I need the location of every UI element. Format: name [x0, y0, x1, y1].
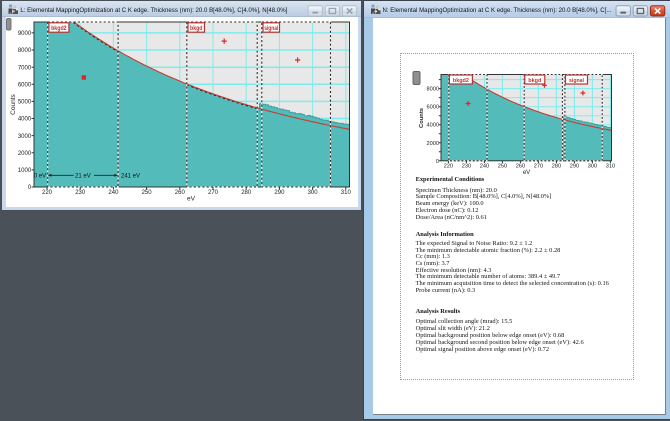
- svg-text:310: 310: [605, 164, 614, 170]
- svg-text:2000: 2000: [18, 151, 32, 157]
- svg-text:Counts: Counts: [419, 108, 425, 128]
- svg-text:bkgd: bkgd: [528, 78, 541, 84]
- svg-text:9000: 9000: [18, 31, 32, 37]
- svg-text:6000: 6000: [18, 83, 32, 89]
- svg-text:0 eV: 0 eV: [34, 174, 46, 180]
- svg-text:bkgd2: bkgd2: [452, 78, 468, 84]
- svg-text:7000: 7000: [18, 65, 32, 71]
- svg-text:220: 220: [42, 190, 53, 196]
- svg-text:290: 290: [274, 190, 285, 196]
- svg-text:21 eV: 21 eV: [75, 174, 91, 180]
- svg-text:6000: 6000: [426, 105, 438, 111]
- svg-text:signal: signal: [264, 26, 278, 32]
- svg-text:1000: 1000: [18, 168, 32, 174]
- svg-text:270: 270: [533, 164, 542, 170]
- svg-text:260: 260: [515, 164, 524, 170]
- svg-text:290: 290: [569, 164, 578, 170]
- svg-text:260: 260: [175, 190, 186, 196]
- svg-text:300: 300: [308, 190, 319, 196]
- svg-text:280: 280: [551, 164, 560, 170]
- svg-text:5000: 5000: [18, 100, 32, 106]
- svg-text:241 eV: 241 eV: [121, 174, 140, 180]
- svg-text:310: 310: [341, 190, 352, 196]
- svg-text:signal: signal: [569, 78, 584, 84]
- svg-text:230: 230: [461, 164, 470, 170]
- svg-text:230: 230: [75, 190, 86, 196]
- svg-text:280: 280: [241, 190, 252, 196]
- svg-text:300: 300: [587, 164, 596, 170]
- svg-text:4000: 4000: [18, 117, 32, 123]
- svg-text:3000: 3000: [18, 134, 32, 140]
- svg-text:8000: 8000: [426, 87, 438, 93]
- svg-text:0: 0: [435, 159, 438, 165]
- svg-text:270: 270: [208, 190, 219, 196]
- svg-text:bkgd: bkgd: [190, 26, 203, 32]
- svg-text:250: 250: [142, 190, 153, 196]
- svg-text:eV: eV: [187, 196, 196, 203]
- svg-text:L: Elemental MappingOptimizati: L: Elemental MappingOptimization at C K …: [20, 7, 287, 14]
- svg-text:4000: 4000: [426, 123, 438, 129]
- svg-text:240: 240: [108, 190, 119, 196]
- svg-text:250: 250: [497, 164, 506, 170]
- svg-text:N: Elemental MappingOptimizati: N: Elemental MappingOptimization at C K …: [382, 7, 611, 14]
- svg-text:bkgd2: bkgd2: [51, 26, 67, 32]
- svg-text:eV: eV: [522, 170, 529, 176]
- svg-text:2000: 2000: [426, 141, 438, 147]
- svg-text:Counts: Counts: [10, 93, 17, 114]
- svg-text:0: 0: [28, 185, 32, 191]
- svg-text:220: 220: [443, 164, 452, 170]
- svg-text:240: 240: [479, 164, 488, 170]
- svg-text:8000: 8000: [18, 48, 32, 54]
